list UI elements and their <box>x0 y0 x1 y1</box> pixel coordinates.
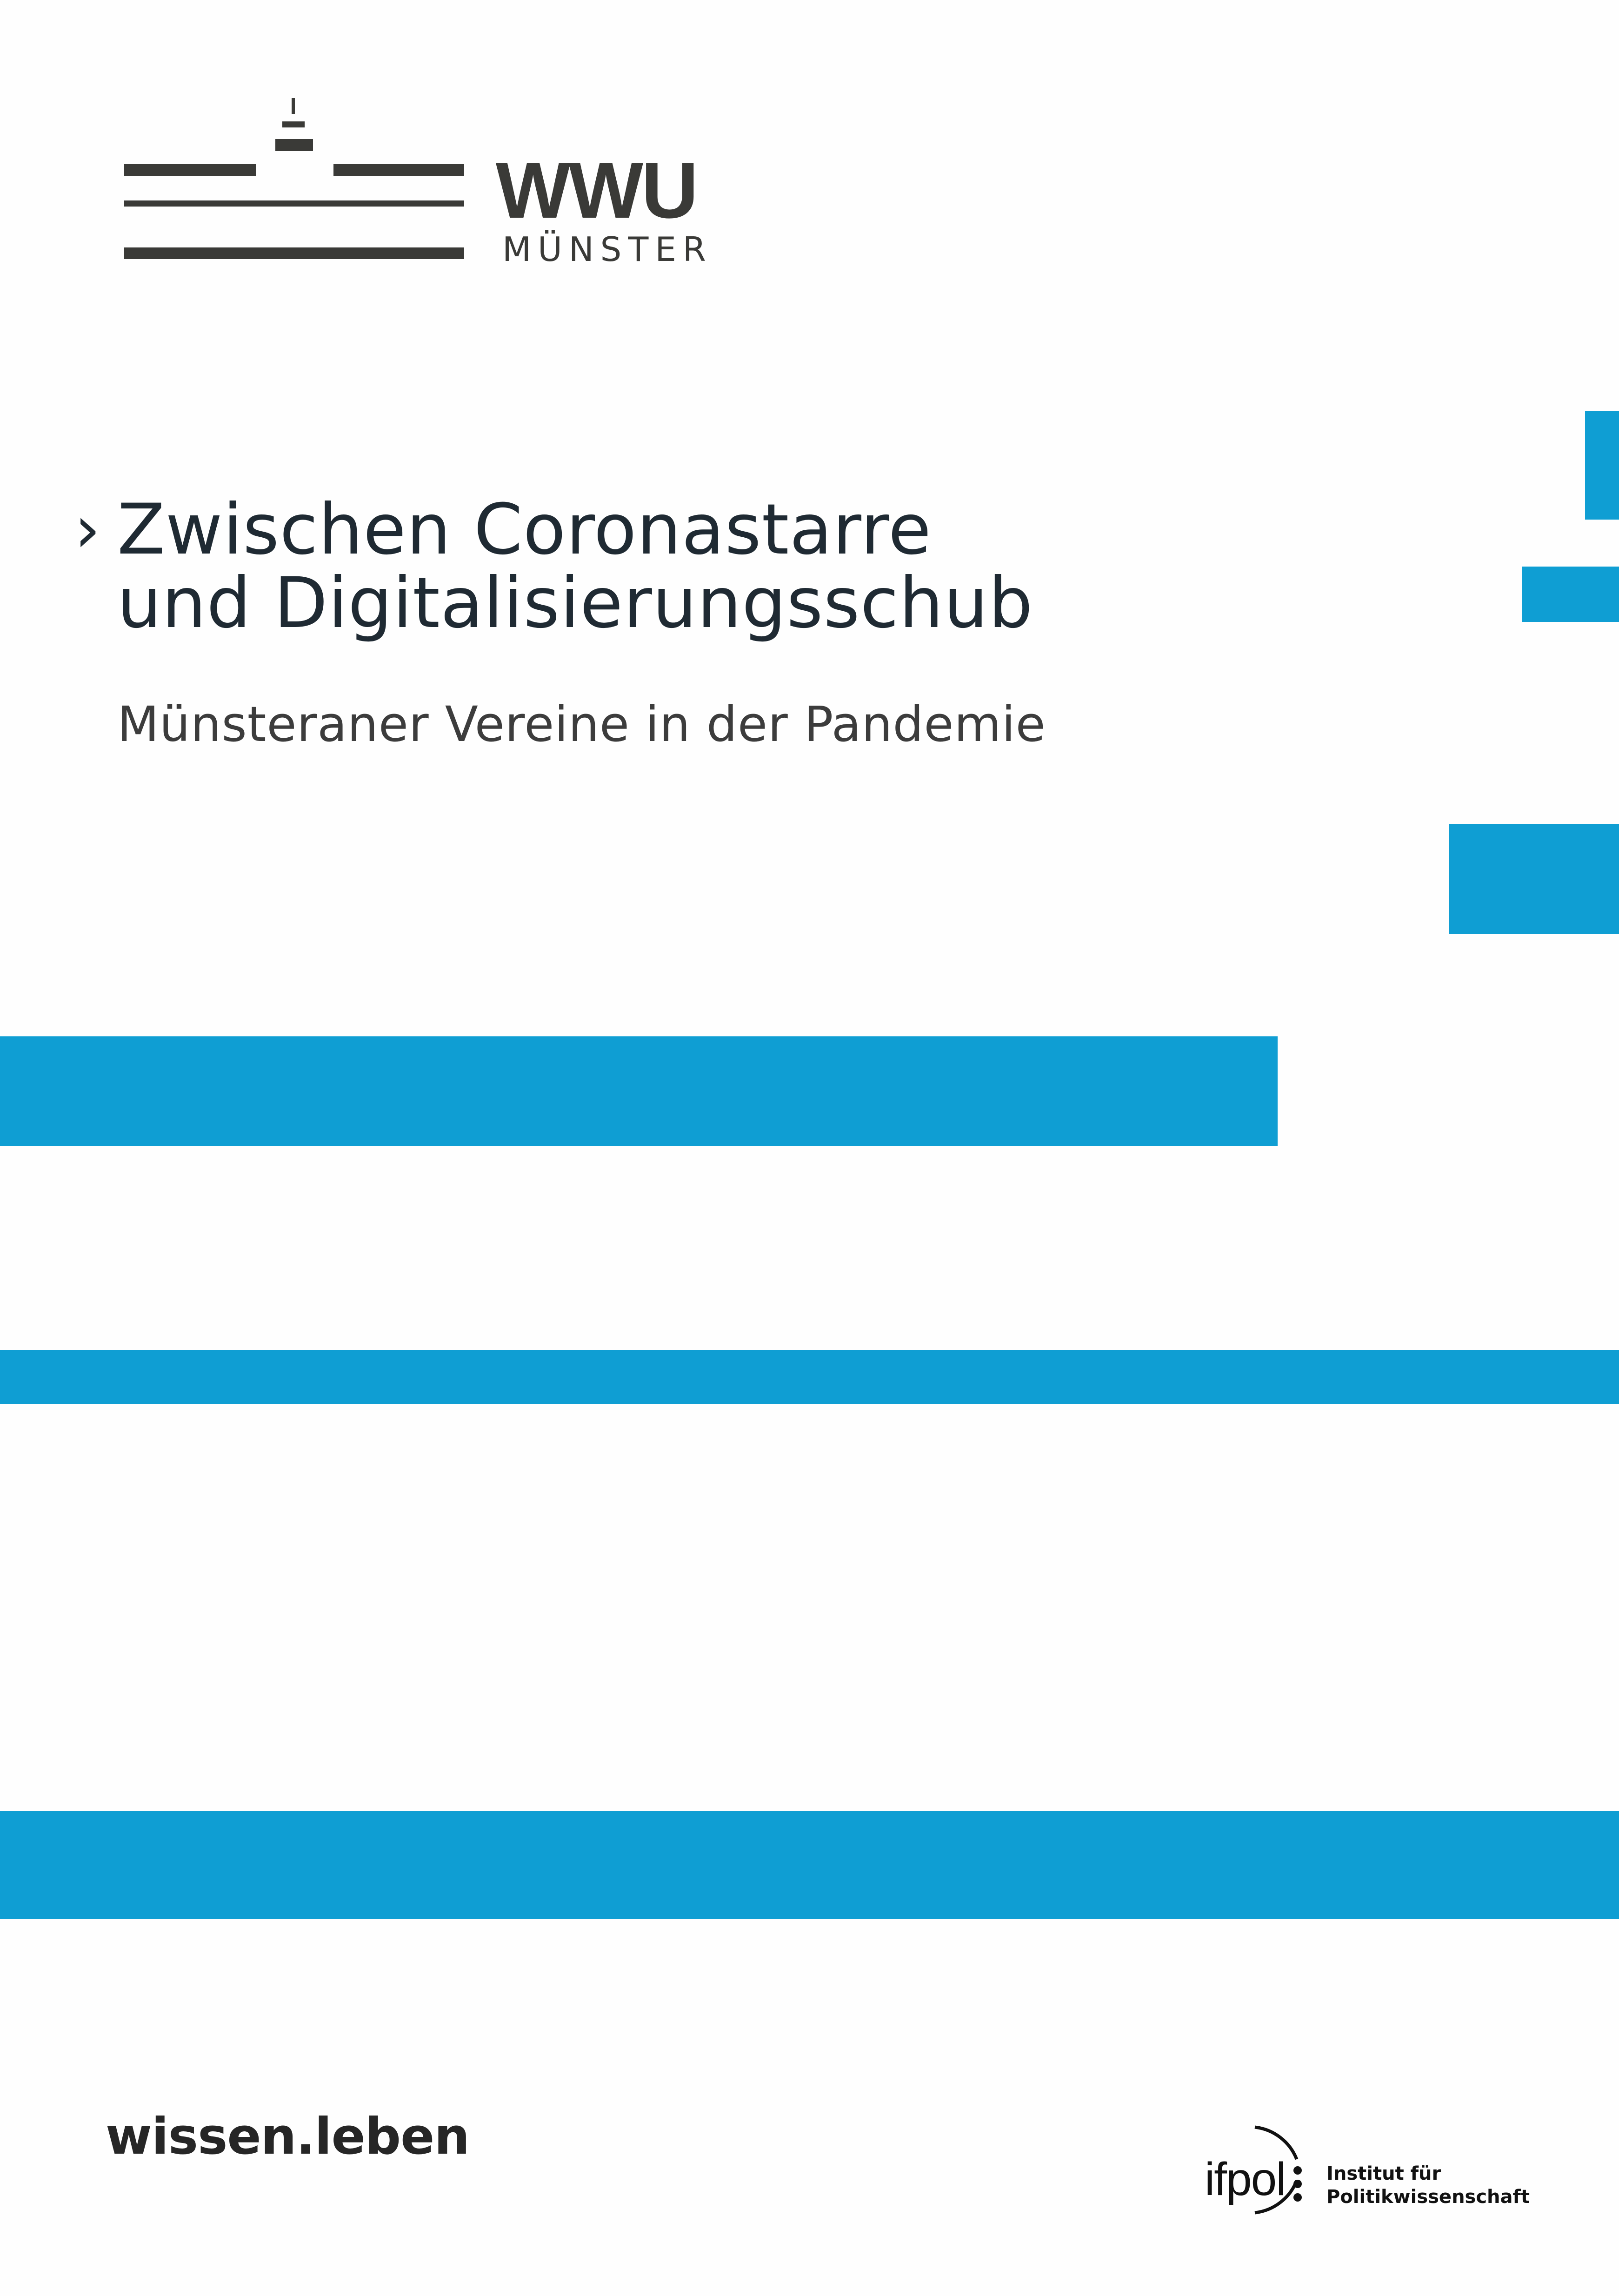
logo-bar-bottom <box>124 247 464 259</box>
decor-bar-2 <box>1522 567 1619 622</box>
decor-bar-5 <box>0 1350 1619 1404</box>
decor-bar-4 <box>0 1036 1278 1146</box>
subtitle: Münsteraner Vereine in der Pandemie <box>117 696 1046 753</box>
logo-tower-spire <box>292 98 295 114</box>
logo-tower-cap <box>282 121 305 127</box>
logo-bar-right <box>333 164 464 176</box>
logo-wordmark: WWU <box>496 147 699 235</box>
decor-bar-1 <box>1585 411 1619 520</box>
logo-bar-middle <box>124 200 464 207</box>
chevron-right-icon: › <box>74 492 100 567</box>
decor-bar-6 <box>0 1811 1619 1919</box>
page-title: Zwischen Coronastarre und Digitalisierun… <box>117 493 1033 640</box>
logo-bar-left <box>124 164 256 176</box>
logo-tower-block <box>275 139 313 151</box>
title-line-2: und Digitalisierungsschub <box>117 563 1033 644</box>
decor-bar-3 <box>1449 824 1619 934</box>
title-line-1: Zwischen Coronastarre <box>117 489 932 570</box>
ifpol-line-2: Politikwissenschaft <box>1326 2186 1530 2208</box>
ifpol-mark: ifpol <box>1205 2153 1286 2205</box>
logo-city: MÜNSTER <box>502 230 713 269</box>
ifpol-arc-icon <box>1254 2125 1302 2215</box>
slogan: wissen.leben <box>106 2108 470 2166</box>
ifpol-logo: ifpol Institut für Politikwissenschaft <box>1205 2109 1530 2230</box>
ifpol-line-1: Institut für <box>1326 2163 1441 2184</box>
